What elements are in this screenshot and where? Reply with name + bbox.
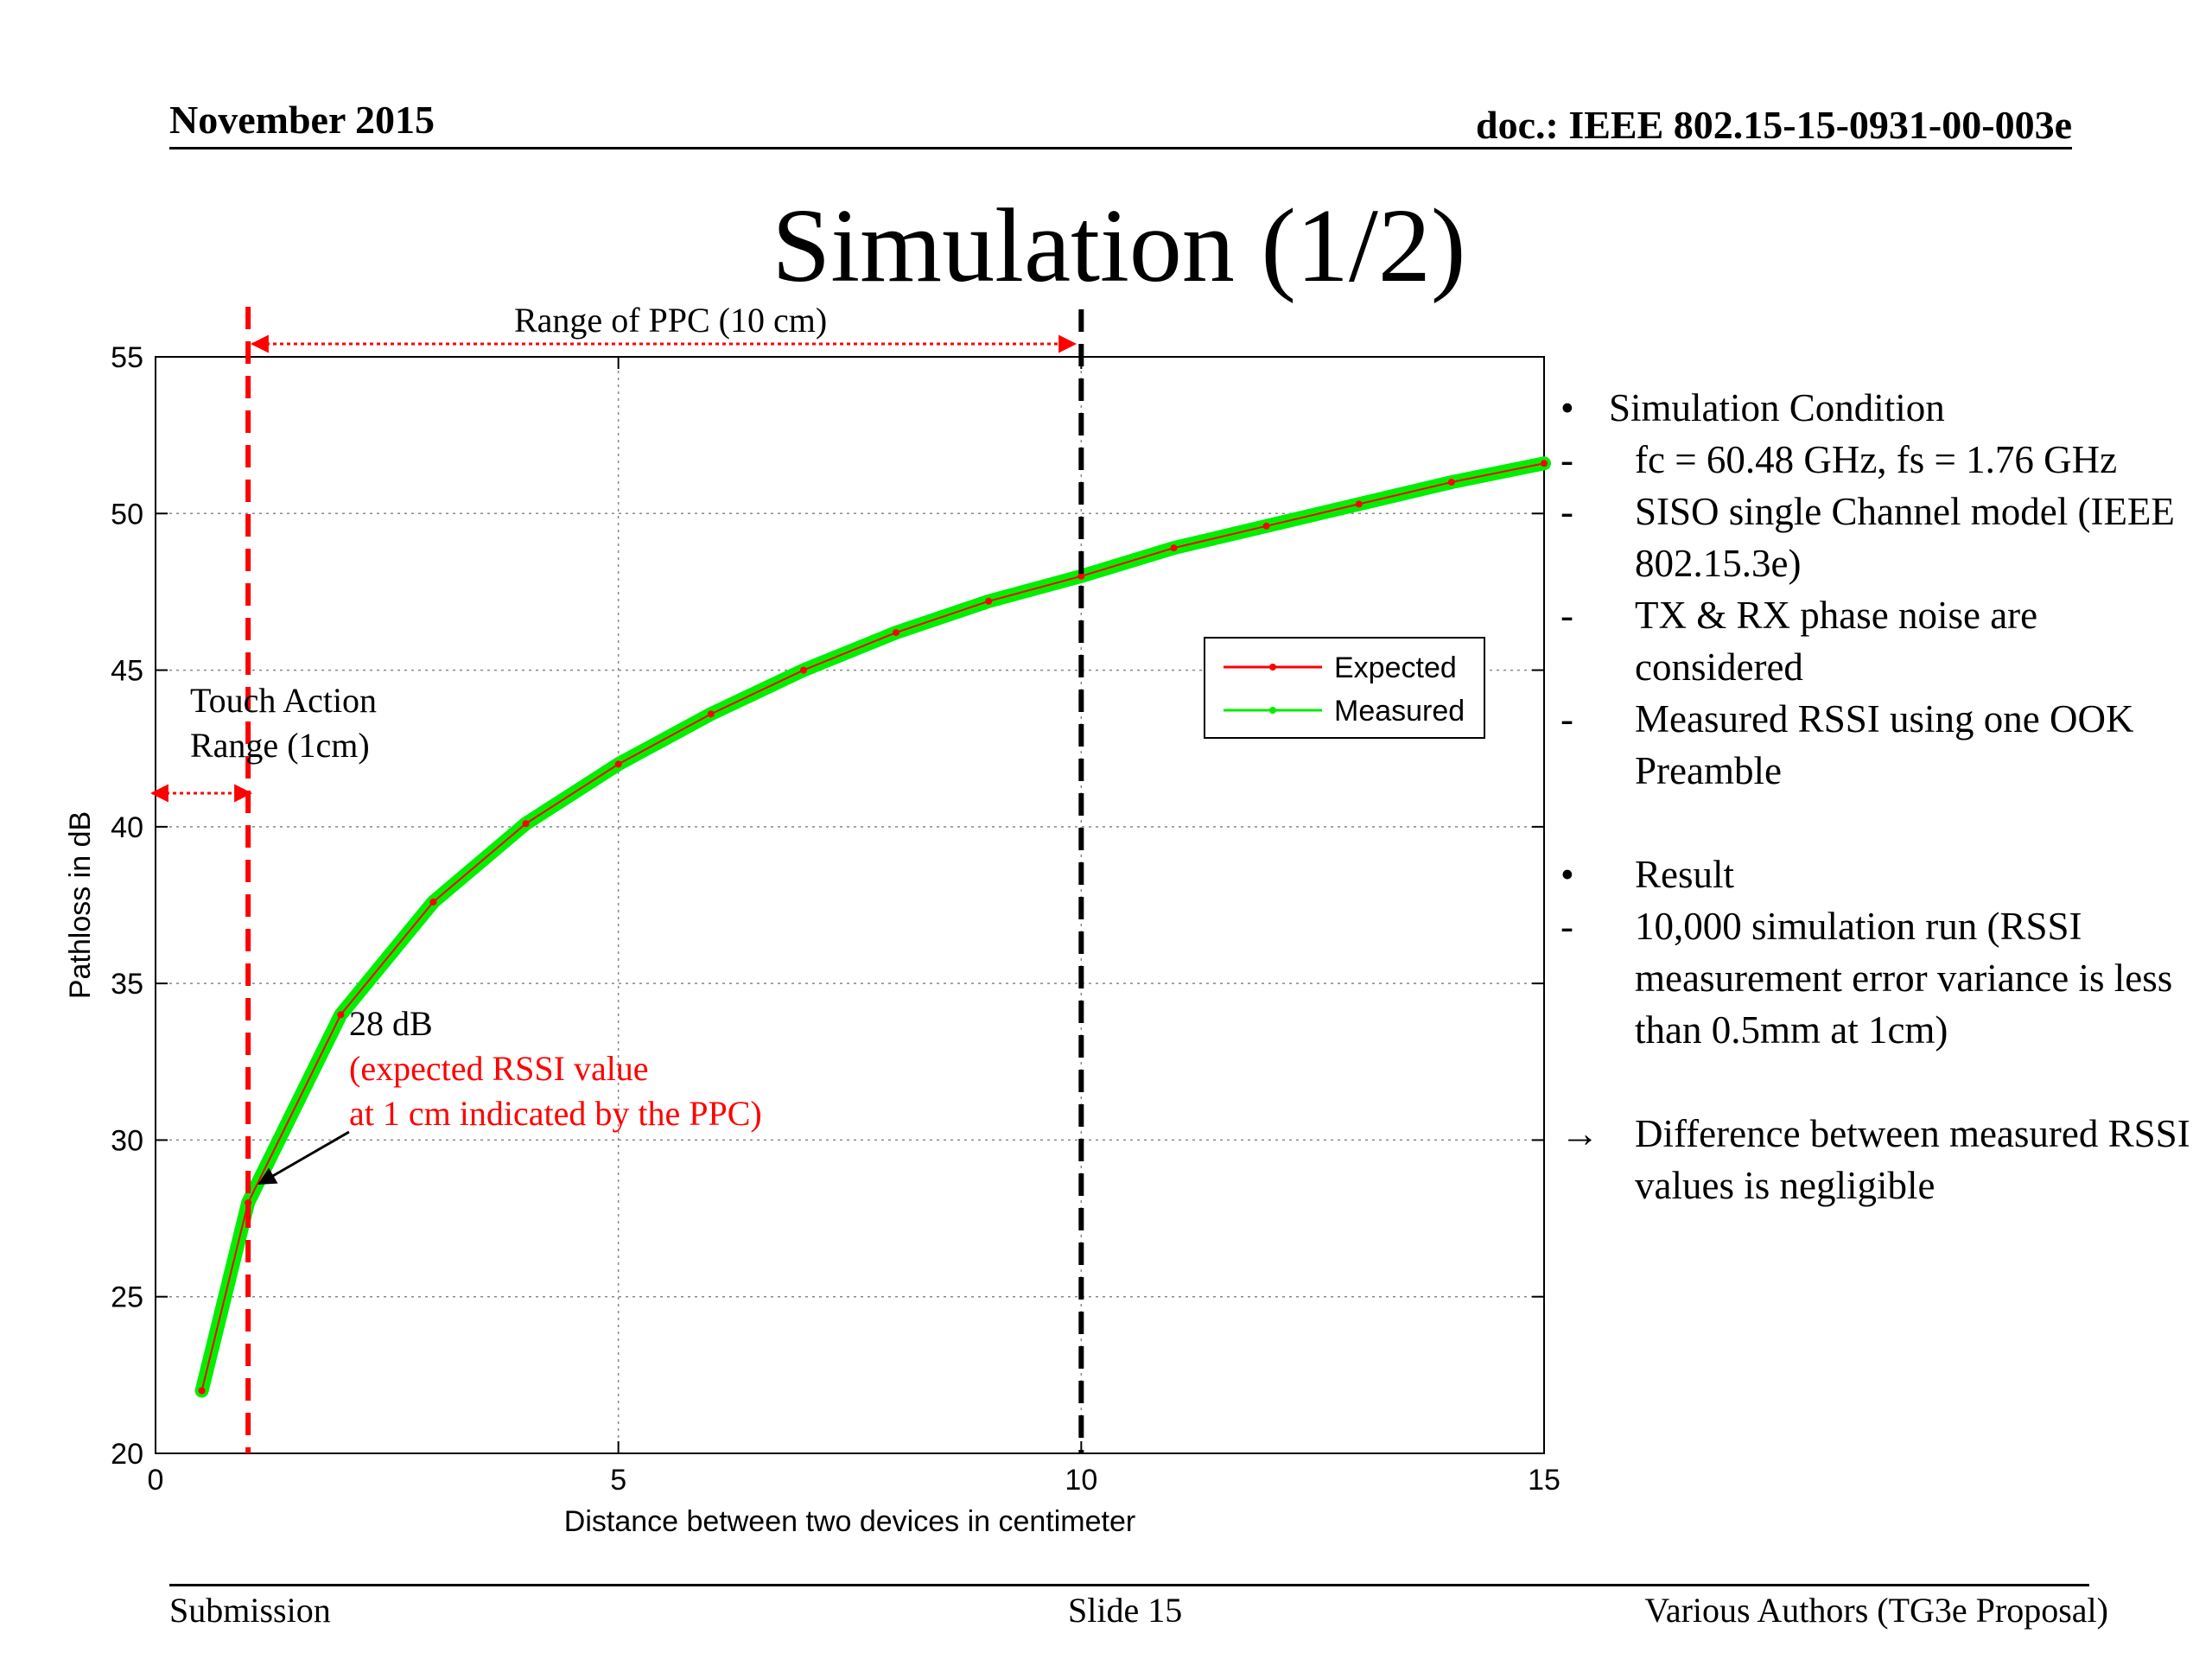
expected-point [1541, 460, 1548, 467]
y-tick-label: 40 [111, 811, 143, 844]
expected-point [1170, 544, 1178, 552]
header-doc-id: doc.: IEEE 802.15-15-0931-00-003e [1476, 103, 2072, 147]
bullet-text: Result [1635, 853, 1735, 896]
rssi-pointer-arrow [257, 1130, 350, 1185]
bullet-marker: • [1560, 386, 1574, 429]
footer-slide-number: Slide 15 [1068, 1591, 1183, 1630]
bullet-text: TX & RX phase noise are considered [1635, 594, 2038, 689]
bullet-simulation-runs: - 10,000 simulation run (RSSI measurement… [1560, 900, 2200, 1056]
y-tick-label: 25 [111, 1281, 143, 1314]
dash-marker: - [1560, 438, 1573, 481]
db-value-label: 28 dB [349, 1004, 433, 1043]
x-tick-label: 15 [1528, 1464, 1560, 1497]
bullet-phase-noise: - TX & RX phase noise are considered [1560, 589, 2200, 693]
series-layer [194, 456, 1551, 1398]
dash-marker: - [1560, 490, 1573, 533]
measured-series-line [194, 456, 1551, 1398]
arrow-marker: → [1560, 1112, 1599, 1155]
x-tick-label: 5 [610, 1464, 626, 1497]
bullet-text: 10,000 simulation run (RSSI measurement … [1635, 905, 2173, 1052]
bullet-text: Difference between measured RSSI values … [1635, 1112, 2190, 1207]
chart-grid [156, 357, 1544, 1453]
expected-point [1447, 479, 1455, 486]
expected-series-line [200, 462, 1545, 1391]
bullet-text: fc = 60.48 GHz, fs = 1.76 GHz [1635, 438, 2118, 481]
legend-measured-label: Measured [1334, 695, 1465, 728]
expected-point [707, 710, 715, 718]
bullet-text: SISO single Channel model (IEEE 802.15.3… [1635, 490, 2175, 585]
y-tick-label: 45 [111, 655, 143, 688]
legend-measured-marker [1269, 707, 1276, 714]
bullet-measured-rssi: - Measured RSSI using one OOK Preamble [1560, 693, 2200, 797]
bullet-text: Measured RSSI using one OOK Preamble [1635, 697, 2134, 792]
ppc-range-label: Range of PPC (10 cm) [514, 301, 827, 340]
expected-point [522, 820, 530, 828]
legend-expected-label: Expected [1334, 652, 1457, 684]
expected-point [893, 629, 900, 637]
x-tick-label: 10 [1065, 1464, 1097, 1497]
touch-range-label-line1: Touch Action [190, 681, 377, 720]
bullet-text: Simulation Condition [1609, 386, 1945, 429]
footer-authors: Various Authors (TG3e Proposal) [1644, 1591, 2108, 1630]
y-axis-label: Pathloss in dB [64, 811, 97, 999]
legend: Expected Measured [1204, 637, 1485, 739]
expected-point [614, 760, 622, 768]
legend-expected-marker [1269, 664, 1276, 671]
footer-submission: Submission [169, 1591, 331, 1630]
expected-point [985, 597, 993, 605]
rssi-note-line1: (expected RSSI value [349, 1049, 649, 1088]
header-date: November 2015 [169, 98, 435, 142]
expected-point [337, 1011, 345, 1019]
bullet-conclusion: → Difference between measured RSSI values… [1560, 1108, 2200, 1211]
expected-point [198, 1387, 206, 1395]
bullet-panel: • Simulation Condition - fc = 60.48 GHz, f… [1560, 382, 2200, 1211]
y-tick-label: 35 [111, 968, 143, 1001]
expected-point [429, 898, 437, 906]
bullet-marker: • [1560, 853, 1574, 896]
bullet-fc-fs: - fc = 60.48 GHz, fs = 1.76 GHz [1560, 434, 2200, 486]
bullet-simulation-condition: • Simulation Condition [1560, 382, 2200, 434]
expected-point [1077, 572, 1085, 580]
x-tick-label: 0 [148, 1464, 164, 1497]
dash-marker: - [1560, 697, 1573, 741]
rssi-note-line2: at 1 cm indicated by the PPC) [349, 1094, 762, 1133]
bullet-result: • Result [1560, 849, 2200, 900]
axis-ticks: 0 5 10 15 20 25 30 35 40 45 50 55 [111, 341, 1560, 1497]
expected-point [245, 1198, 252, 1206]
header-rule [169, 147, 2072, 149]
y-tick-label: 55 [111, 341, 143, 374]
footer-rule [169, 1584, 2089, 1586]
y-tick-label: 20 [111, 1438, 143, 1471]
x-axis-label: Distance between two devices in centimet… [564, 1505, 1135, 1538]
touch-range-label-line2: Range (1cm) [190, 726, 370, 765]
axes-frame [155, 356, 1545, 1454]
y-tick-label: 50 [111, 498, 143, 531]
dash-marker: - [1560, 594, 1573, 637]
expected-point [799, 666, 807, 674]
expected-point [1355, 500, 1363, 508]
dash-marker: - [1560, 905, 1573, 948]
y-tick-label: 30 [111, 1124, 143, 1157]
slide-title: Simulation (1/2) [772, 188, 1466, 304]
expected-point [1262, 522, 1270, 530]
bullet-channel-model: - SISO single Channel model (IEEE 802.15.… [1560, 486, 2200, 589]
